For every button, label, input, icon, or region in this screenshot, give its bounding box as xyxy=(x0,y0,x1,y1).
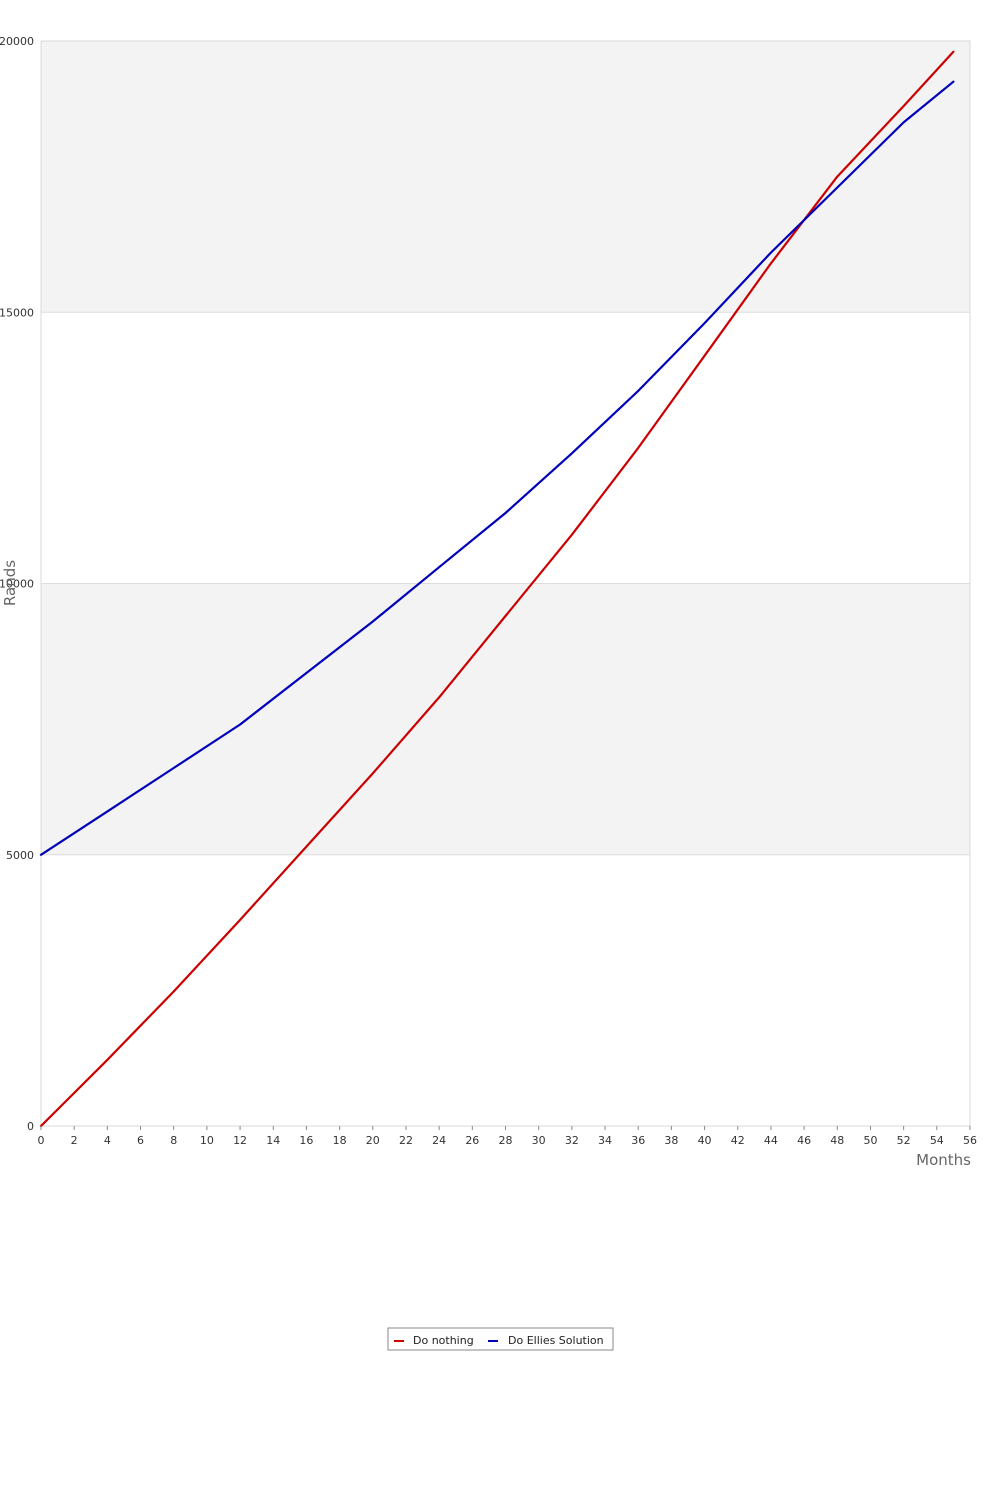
x-axis-title: Months xyxy=(916,1151,971,1169)
x-tick-label: 36 xyxy=(631,1134,645,1147)
x-tick-label: 40 xyxy=(698,1134,712,1147)
y-axis-title: Rands xyxy=(1,560,19,606)
x-tick-label: 14 xyxy=(266,1134,280,1147)
x-tick-label: 54 xyxy=(930,1134,944,1147)
x-tick-label: 8 xyxy=(170,1134,177,1147)
x-tick-label: 6 xyxy=(137,1134,144,1147)
x-tick-label: 0 xyxy=(38,1134,45,1147)
x-tick-label: 50 xyxy=(863,1134,877,1147)
plot-background-bands xyxy=(41,41,970,1126)
x-tick-label: 28 xyxy=(499,1134,513,1147)
y-tick-label: 5000 xyxy=(6,849,34,862)
series-line-do-nothing xyxy=(39,50,955,1128)
x-tick-label: 20 xyxy=(366,1134,380,1147)
y-tick-label: 15000 xyxy=(0,306,34,319)
x-tick-label: 46 xyxy=(797,1134,811,1147)
y-tick-label: 20000 xyxy=(0,35,34,48)
x-tick-label: 26 xyxy=(465,1134,479,1147)
x-tick-label: 56 xyxy=(963,1134,977,1147)
x-tick-label: 42 xyxy=(731,1134,745,1147)
x-tick-label: 16 xyxy=(299,1134,313,1147)
x-tick-label: 12 xyxy=(233,1134,247,1147)
background-band xyxy=(41,41,970,313)
legend-label-do-ellies-solution: Do Ellies Solution xyxy=(508,1334,604,1347)
x-tick-label: 52 xyxy=(897,1134,911,1147)
background-band xyxy=(41,854,970,1126)
x-tick-label: 48 xyxy=(830,1134,844,1147)
y-axis-ticks: 0 5000 10000 15000 20000 xyxy=(0,35,34,1133)
y-tick-label: 0 xyxy=(27,1120,34,1133)
legend-box xyxy=(387,1327,614,1351)
x-tick-label: 4 xyxy=(104,1134,111,1147)
background-band xyxy=(41,583,970,855)
background-band xyxy=(41,312,970,584)
x-tick-label: 10 xyxy=(200,1134,214,1147)
x-axis-ticks: 0 2 4 6 8 10 12 14 16 18 20 22 24 26 28 30 32 34 36 38 40 42 4… xyxy=(38,1126,977,1147)
x-tick-label: 24 xyxy=(432,1134,446,1147)
x-tick-label: 18 xyxy=(333,1134,347,1147)
y-tick-label: 10000 xyxy=(0,578,34,591)
series-lines xyxy=(39,50,955,1128)
x-tick-label: 2 xyxy=(71,1134,78,1147)
x-tick-label: 30 xyxy=(532,1134,546,1147)
x-tick-label: 44 xyxy=(764,1134,778,1147)
x-tick-label: 34 xyxy=(598,1134,612,1147)
legend-label-do-nothing: Do nothing xyxy=(413,1334,474,1347)
series-line-do-ellies-solution xyxy=(39,80,955,856)
x-tick-label: 38 xyxy=(664,1134,678,1147)
x-tick-label: 32 xyxy=(565,1134,579,1147)
legend: Do nothing Do Ellies Solution xyxy=(387,1327,614,1351)
x-tick-label: 22 xyxy=(399,1134,413,1147)
